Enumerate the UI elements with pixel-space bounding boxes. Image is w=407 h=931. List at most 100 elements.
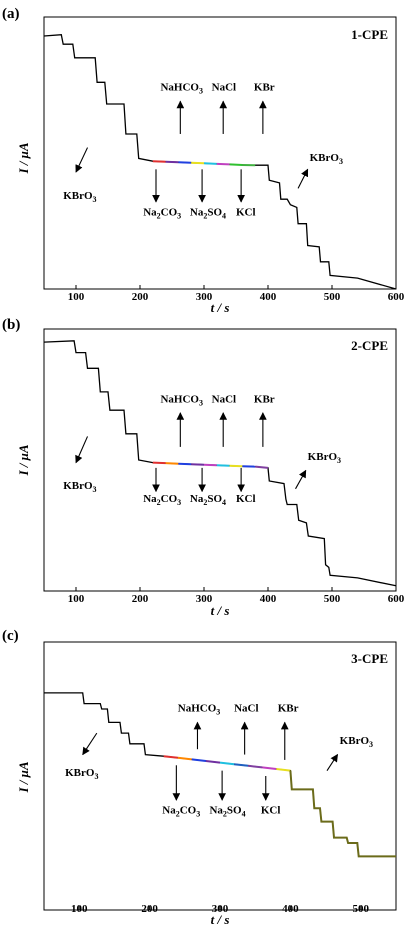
annotation-text: CO xyxy=(161,493,178,505)
annotation-text: KBrO xyxy=(63,190,93,202)
x-axis-title: t / s xyxy=(211,300,230,315)
annotation-subscript: 3 xyxy=(93,195,97,204)
annotation-na2so4: Na2SO4 xyxy=(209,805,245,819)
series-colored-segment xyxy=(153,463,166,464)
series-colored-segment xyxy=(178,162,191,163)
series-colored-segment xyxy=(178,758,192,760)
panel-label: (c) xyxy=(2,628,19,644)
annotation-kbro3-left: KBrO3 xyxy=(65,767,98,781)
annotation-kbro3-right: KBrO3 xyxy=(340,735,373,749)
annotation-text: Na xyxy=(190,207,204,219)
annotation-subscript: 3 xyxy=(177,212,181,221)
series-colored-segment xyxy=(206,761,220,763)
y-axis-title: I / μA xyxy=(16,761,31,793)
annotation-nacl: NaCl xyxy=(212,81,236,93)
annotation-arrow xyxy=(327,755,338,771)
annotation-text: KBr xyxy=(254,81,275,93)
data-series xyxy=(44,35,396,289)
annotations: KBrO3 Na2CO3 Na2SO4 KCl NaHCO 3 NaCl KBr KBrO3 xyxy=(65,703,373,819)
annotation-arrow xyxy=(83,733,97,754)
x-axis-title: t / s xyxy=(211,603,230,618)
annotation-na2co3: Na2CO3 xyxy=(143,207,181,221)
series-colored-segment xyxy=(276,769,290,771)
annotation-text: CO xyxy=(180,805,197,817)
annotation-text: SO xyxy=(207,493,222,505)
annotation-kcl: KCl xyxy=(261,805,281,817)
annotation-text: KBrO xyxy=(340,735,370,747)
annotation-text: CO xyxy=(161,207,178,219)
x-tick-label: 200 xyxy=(141,903,158,915)
x-tick-label: 500 xyxy=(353,903,370,915)
annotation-nahco3: NaHCO3 xyxy=(160,393,203,407)
annotation-text: SO xyxy=(207,207,222,219)
x-tick-label: 200 xyxy=(132,291,149,303)
series-colored-segment xyxy=(290,771,396,857)
annotation-subscript: 3 xyxy=(369,740,373,749)
annotation-kbr: KBr xyxy=(278,703,299,715)
annotation-text: Na xyxy=(209,805,223,817)
data-series xyxy=(44,341,396,586)
annotation-arrow xyxy=(298,169,308,188)
annotation-kbro3-left: KBrO3 xyxy=(63,480,96,494)
x-tick-label: 600 xyxy=(388,593,405,605)
series-colored-segment xyxy=(220,763,234,765)
series-colored-segment xyxy=(153,161,166,162)
y-axis-title: I / μA xyxy=(16,142,31,174)
y-axis-title: I / μA xyxy=(16,444,31,476)
annotation-text: KBr xyxy=(254,393,275,405)
annotation-text: SO xyxy=(227,805,242,817)
series-colored-segment xyxy=(178,464,191,465)
annotation-na2co3: Na2CO3 xyxy=(162,805,200,819)
annotation-nahco3: NaHCO3 xyxy=(160,81,203,95)
series-colored-segment xyxy=(164,756,178,758)
series-colored-segment xyxy=(234,764,248,766)
series-line xyxy=(44,341,396,586)
x-tick-label: 100 xyxy=(71,903,88,915)
x-tick-label: 200 xyxy=(132,593,149,605)
annotation-text: Na xyxy=(162,805,176,817)
annotation-kcl: KCl xyxy=(236,207,256,219)
x-tick-label: 500 xyxy=(324,593,341,605)
x-tick-label: 400 xyxy=(282,903,299,915)
series-colored-segment xyxy=(166,463,179,464)
plot-frame xyxy=(44,17,396,289)
series-colored-segment xyxy=(230,466,243,467)
annotation-nacl: NaCl xyxy=(234,703,258,715)
annotation-subscript: 3 xyxy=(177,498,181,507)
annotation-subscript: 3 xyxy=(199,398,203,407)
annotation-subscript: 3 xyxy=(337,456,341,465)
annotation-na2co3: Na2CO3 xyxy=(143,493,181,507)
annotation-subscript: 3 xyxy=(199,86,203,95)
x-tick-label: 500 xyxy=(324,291,341,303)
annotation-nacl: NaCl xyxy=(212,393,236,405)
x-axis-title: t / s xyxy=(211,912,230,926)
annotation-text: NaHCO xyxy=(178,703,217,715)
annotation-kbr: KBr xyxy=(254,81,275,93)
series-colored-segment xyxy=(204,465,217,466)
annotation-subscript: 3 xyxy=(93,485,97,494)
series-line xyxy=(44,35,396,289)
annotation-text: KBr xyxy=(278,703,299,715)
annotation-text: KCl xyxy=(261,805,281,817)
series-colored-segment xyxy=(217,465,230,466)
annotation-kbro3-right: KBrO3 xyxy=(308,451,341,465)
annotation-text: NaCl xyxy=(212,393,236,405)
series-colored-segment xyxy=(217,164,230,165)
annotation-arrow xyxy=(296,470,306,488)
annotation-subscript: 4 xyxy=(222,498,226,507)
annotation-subscript: 4 xyxy=(242,810,246,819)
x-tick-label: 400 xyxy=(260,291,277,303)
x-tick-label: 100 xyxy=(68,291,85,303)
series-colored-segment xyxy=(262,767,276,769)
annotation-kbr: KBr xyxy=(254,393,275,405)
series-colored-segment xyxy=(255,467,268,468)
x-tick-label: 600 xyxy=(388,291,405,303)
annotation-text: KCl xyxy=(236,207,256,219)
